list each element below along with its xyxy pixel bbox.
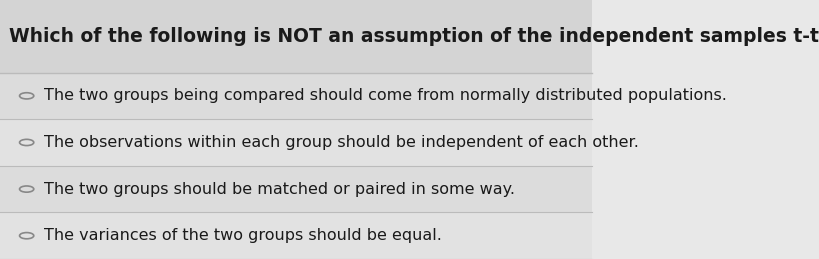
FancyBboxPatch shape: [0, 0, 592, 73]
Text: The two groups should be matched or paired in some way.: The two groups should be matched or pair…: [44, 182, 515, 197]
FancyBboxPatch shape: [0, 166, 592, 212]
Text: The variances of the two groups should be equal.: The variances of the two groups should b…: [44, 228, 441, 243]
FancyBboxPatch shape: [0, 212, 592, 259]
FancyBboxPatch shape: [0, 73, 592, 119]
FancyBboxPatch shape: [0, 119, 592, 166]
Text: Which of the following is NOT an assumption of the independent samples t-test?: Which of the following is NOT an assumpt…: [9, 27, 819, 46]
Text: The observations within each group should be independent of each other.: The observations within each group shoul…: [44, 135, 639, 150]
Text: The two groups being compared should come from normally distributed populations.: The two groups being compared should com…: [44, 88, 726, 103]
